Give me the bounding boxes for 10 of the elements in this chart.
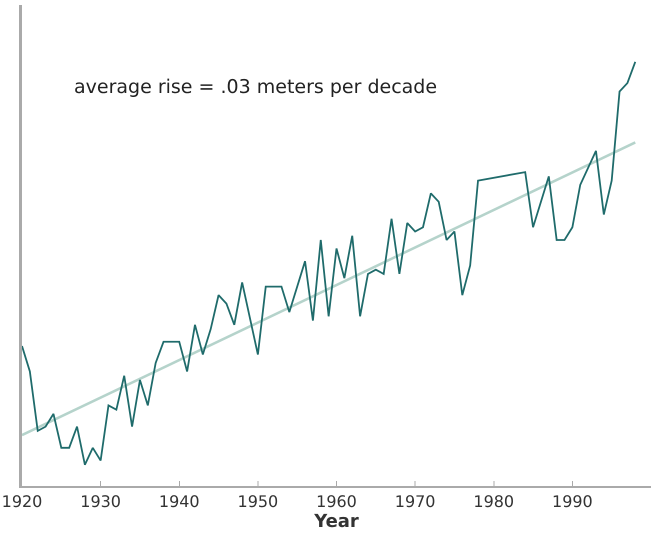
x-tick-label: 1920 (2, 492, 42, 512)
x-tick-label: 1970 (394, 492, 436, 512)
x-tick-label: 1960 (316, 492, 357, 512)
x-axis-title: Year (313, 511, 359, 532)
x-tick-label: 1980 (473, 492, 514, 512)
annotation: average rise = .03 meters per decade (74, 76, 438, 98)
x-tick-label: 1950 (238, 492, 278, 512)
x-tick-label: 1930 (80, 492, 121, 512)
x-tick-label: 1990 (552, 492, 593, 512)
x-tick-label: 1940 (158, 492, 200, 512)
